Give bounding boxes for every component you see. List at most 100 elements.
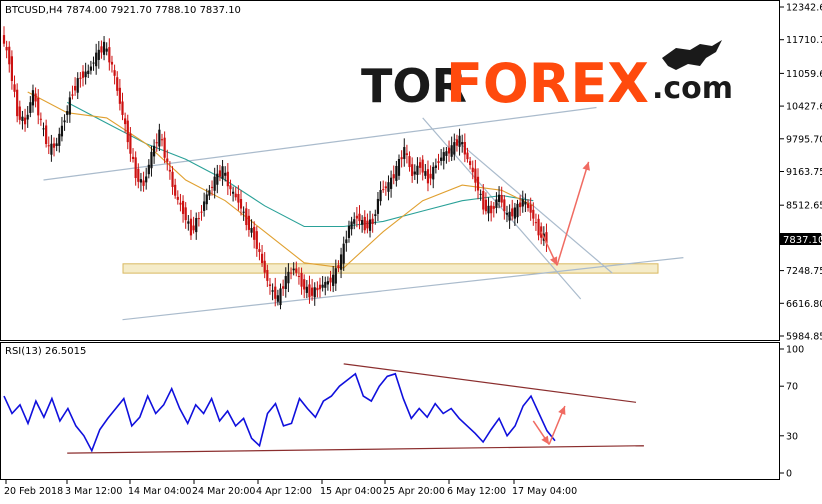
price-projection-arrow-head: [582, 161, 590, 171]
candle-body: [102, 41, 106, 55]
candle-body: [471, 167, 474, 173]
candle-body: [387, 182, 390, 192]
candle-body: [358, 213, 361, 222]
candle-body: [142, 180, 145, 186]
candle-body: [526, 203, 530, 208]
candle-body: [342, 243, 345, 264]
candle-body: [176, 196, 179, 200]
candle-body: [426, 169, 430, 184]
candle-body: [321, 284, 324, 288]
candle-body: [192, 225, 195, 231]
candle-body: [42, 128, 45, 130]
candle-body: [447, 147, 451, 154]
candle-body: [31, 90, 35, 106]
candle-body: [110, 61, 114, 65]
candle-body: [411, 164, 414, 176]
candle-body: [266, 269, 269, 281]
candle-body: [113, 70, 116, 76]
candle-body: [2, 35, 6, 44]
candle-body: [10, 56, 13, 81]
price-tick-label: 7248.75: [786, 266, 822, 277]
candle-body: [118, 87, 121, 104]
candle-body: [379, 190, 382, 202]
candle-body: [324, 281, 327, 288]
candle-body: [16, 89, 19, 117]
candle-body: [368, 219, 372, 231]
candle-body: [326, 281, 329, 285]
candle-body: [66, 111, 69, 115]
candle-body: [274, 286, 277, 299]
candle-body: [279, 288, 282, 306]
candle-body: [384, 186, 387, 189]
torforex-logo: TOR FOREX .com: [361, 40, 733, 115]
candle-body: [213, 176, 216, 191]
candle-body: [374, 214, 377, 217]
candle-body: [108, 47, 111, 63]
candle-body: [345, 239, 348, 244]
symbol-header: BTCUSD,H4 7874.00 7921.70 7788.10 7837.1…: [5, 5, 241, 16]
candle-body: [124, 118, 127, 125]
candle-body: [229, 185, 232, 190]
candle-body: [371, 218, 374, 224]
rsi-tick-label: 70: [786, 382, 798, 393]
time-tick-label: 3 Mar 12:00: [65, 486, 122, 497]
candle-body: [487, 205, 490, 214]
time-tick-label: 4 Apr 12:00: [256, 486, 312, 497]
candle-body: [455, 139, 459, 146]
candle-body: [300, 272, 303, 287]
candle-body: [363, 216, 366, 231]
time-tick-label: 17 May 04:00: [512, 486, 577, 497]
price-tick-label: 8512.65: [786, 201, 822, 212]
candle-body: [232, 191, 235, 194]
candle-body: [382, 189, 385, 191]
candle-body: [303, 279, 306, 290]
candle-body: [34, 93, 37, 102]
candle-body: [492, 206, 495, 209]
rsi-layer: [3, 363, 644, 454]
bull-icon: [662, 40, 722, 70]
rsi-projection-arrow-head: [541, 435, 550, 445]
candle-body: [5, 46, 8, 51]
candle-body: [179, 202, 182, 205]
candle-body: [316, 287, 319, 291]
candle-body: [532, 209, 535, 219]
candle-body: [519, 202, 522, 208]
candle-body: [71, 94, 74, 96]
candle-body: [74, 85, 77, 91]
candle-body: [168, 169, 171, 172]
candle-body: [92, 62, 95, 64]
candle-body: [218, 170, 222, 177]
candle-body: [58, 133, 61, 146]
logo-forex-text: FOREX: [446, 52, 649, 115]
candle-body: [339, 254, 343, 270]
candle-body: [55, 143, 58, 147]
candle-body: [308, 284, 311, 298]
price-panel-frame: [0, 0, 780, 341]
candle-body: [116, 77, 119, 91]
candle-body: [97, 49, 100, 60]
candle-body: [26, 114, 29, 120]
candle-body: [100, 46, 103, 53]
candle-body: [355, 215, 358, 219]
candle-body: [13, 84, 16, 92]
candle-body: [121, 101, 124, 115]
candle-body: [216, 173, 219, 185]
candle-body: [497, 194, 501, 202]
candle-body: [242, 211, 245, 213]
candle-body: [221, 166, 224, 179]
candle-body: [450, 145, 453, 157]
candle-body: [495, 199, 498, 208]
candle-body: [292, 268, 295, 271]
candle-body: [366, 220, 369, 229]
candle-body: [260, 253, 264, 263]
candle-body: [516, 203, 519, 218]
candle-body: [400, 157, 403, 160]
logo-tor-text: TOR: [361, 59, 467, 113]
rsi-projection-arrow-head: [558, 406, 566, 416]
candle-body: [524, 201, 527, 205]
time-tick-label: 24 Mar 20:00: [192, 486, 255, 497]
candle-body: [89, 66, 92, 71]
candle-body: [511, 208, 514, 217]
candle-body: [200, 211, 203, 213]
